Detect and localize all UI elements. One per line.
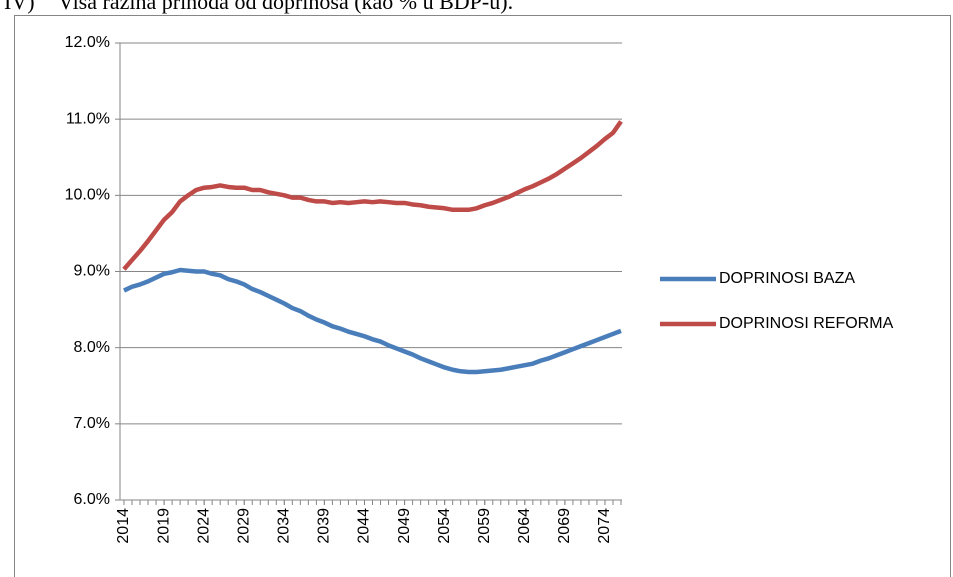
x-tick-label: 2034 bbox=[276, 508, 293, 544]
heading-number: IV) bbox=[4, 0, 35, 14]
x-tick-label: 2014 bbox=[115, 508, 132, 544]
y-tick-label: 6.0% bbox=[74, 491, 110, 508]
series-line bbox=[122, 120, 623, 271]
x-tick-label: 2054 bbox=[436, 508, 453, 544]
x-tick-label: 2044 bbox=[356, 508, 373, 544]
heading-text: Viša razina prihoda od doprinosa (kao % … bbox=[58, 0, 513, 14]
y-tick-label: 10.0% bbox=[65, 187, 110, 204]
x-tick-label: 2049 bbox=[396, 508, 413, 544]
y-tick-label: 12.0% bbox=[65, 34, 110, 51]
x-tick-label: 2029 bbox=[235, 508, 252, 544]
x-tick-label: 2074 bbox=[596, 508, 613, 544]
y-tick-label: 7.0% bbox=[74, 415, 110, 432]
x-tick-label: 2019 bbox=[155, 508, 172, 544]
x-tick-label: 2064 bbox=[516, 508, 533, 544]
y-tick-label: 11.0% bbox=[66, 110, 110, 127]
y-tick-label: 8.0% bbox=[74, 339, 110, 356]
y-tick-label: 9.0% bbox=[74, 263, 110, 280]
legend-label: DOPRINOSI BAZA bbox=[719, 270, 855, 287]
x-tick-label: 2059 bbox=[476, 508, 493, 544]
legend-label: DOPRINOSI REFORMA bbox=[719, 315, 894, 332]
x-tick-label: 2069 bbox=[556, 508, 573, 544]
x-tick-label: 2039 bbox=[316, 508, 333, 544]
x-tick-label: 2024 bbox=[195, 508, 212, 544]
series-line bbox=[123, 267, 622, 375]
chart-frame bbox=[14, 15, 951, 577]
